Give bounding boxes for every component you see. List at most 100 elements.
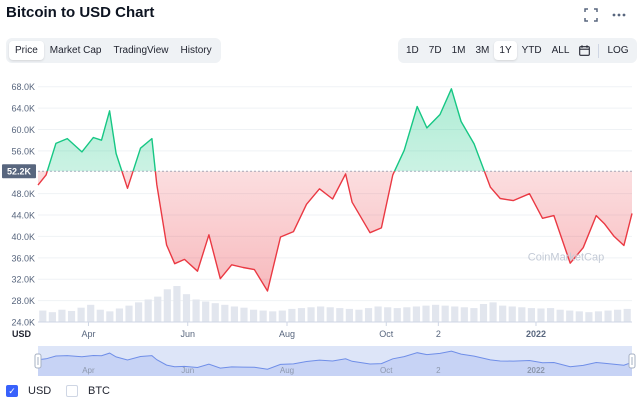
area-above-baseline — [38, 88, 632, 172]
tab-price[interactable]: Price — [9, 41, 44, 60]
volume-bar — [422, 305, 430, 322]
legend-btc-label: BTC — [88, 385, 110, 397]
volume-bar — [364, 308, 373, 322]
legend-usd-label: USD — [28, 385, 52, 397]
volume-bar — [556, 309, 564, 322]
volume-bar — [441, 305, 449, 322]
navigator-tick-label: Jun — [181, 366, 194, 375]
range-all[interactable]: ALL — [551, 45, 570, 56]
x-tick-label: 2022 — [526, 329, 546, 339]
x-tick-label: Oct — [379, 329, 394, 339]
volume-bar — [451, 306, 459, 322]
volume-bar — [115, 308, 124, 322]
price-line-below — [37, 171, 633, 292]
price-chart[interactable]: 68.0K 64.0K 60.0K 56.0K 48.0K 44.0K 40.0K 36.0K… — [0, 66, 640, 384]
volume-bar — [623, 308, 631, 322]
volume-bar — [336, 308, 344, 322]
volume-bar — [527, 308, 535, 322]
range-ytd[interactable]: YTD — [521, 45, 542, 56]
volume-bar — [202, 301, 210, 322]
y-tick-label: 32.0K — [11, 275, 35, 285]
volume-bar — [489, 302, 497, 322]
navigator-tick-label: 2 — [436, 366, 441, 375]
volume-bar — [173, 286, 181, 322]
range-divider — [598, 43, 600, 58]
navigator-tick-label: Aug — [280, 366, 294, 375]
volume-bar — [546, 308, 555, 322]
y-tick-label: 24.0K — [11, 318, 35, 328]
y-tick-label: 44.0K — [11, 211, 35, 221]
navigator-handle-left[interactable] — [34, 353, 42, 369]
volume-bar — [221, 304, 229, 322]
fullscreen-icon[interactable] — [584, 8, 598, 22]
chart-title: Bitcoin to USD Chart — [6, 4, 155, 21]
y-tick-label: 64.0K — [11, 104, 35, 114]
navigator-handle-right[interactable] — [628, 353, 636, 369]
navigator-tick-label: Apr — [82, 366, 95, 375]
volume-bar — [163, 289, 171, 322]
volume-bar — [278, 310, 286, 322]
range-1d[interactable]: 1D — [406, 45, 419, 56]
volume-bar — [48, 312, 56, 322]
chart-view-tabs: Price Market Cap TradingView History — [6, 38, 221, 63]
volume-bar — [307, 307, 315, 322]
current-price-box — [2, 164, 36, 179]
tab-history[interactable]: History — [180, 45, 212, 56]
volume-bar — [412, 306, 421, 322]
usd-checkbox[interactable]: ✓ — [6, 385, 18, 397]
volume-bar — [125, 305, 133, 322]
volume-bar — [317, 306, 325, 322]
volume-bar — [211, 303, 219, 322]
volume-bar — [345, 308, 353, 322]
volume-bar — [230, 306, 238, 322]
navigator-line — [37, 350, 633, 370]
more-icon[interactable] — [612, 8, 626, 22]
volume-bar — [384, 307, 392, 322]
volume-bar — [106, 311, 114, 322]
volume-bar — [518, 307, 526, 322]
volume-bar — [537, 308, 545, 322]
tab-market-cap[interactable]: Market Cap — [49, 45, 102, 56]
volume-bar — [297, 308, 306, 322]
time-range-tabs: 1D 7D 1M 3M 1Y YTD ALL LOG — [398, 38, 637, 63]
volume-bar — [585, 312, 593, 322]
navigator-tick-label: Oct — [380, 366, 393, 375]
watermark-text: CoinMarketCap — [528, 252, 604, 264]
range-1m[interactable]: 1M — [451, 45, 466, 56]
calendar-icon[interactable] — [574, 41, 595, 60]
volume-bar — [77, 307, 85, 322]
legend-btc[interactable]: BTC — [66, 385, 110, 397]
y-tick-label: 60.0K — [11, 125, 35, 135]
volume-bar — [460, 307, 468, 322]
volume-bar — [135, 302, 143, 322]
volume-bar — [355, 309, 363, 322]
volume-bar — [594, 311, 603, 322]
tab-tradingview[interactable]: TradingView — [113, 45, 169, 56]
volume-bar — [403, 307, 411, 322]
x-tick-label: 2 — [436, 329, 441, 339]
x-tick-label: Aug — [279, 329, 295, 339]
range-3m[interactable]: 3M — [475, 45, 490, 56]
log-toggle[interactable]: LOG — [607, 45, 629, 56]
volume-bar — [288, 308, 296, 322]
btc-checkbox[interactable] — [66, 385, 78, 397]
legend-usd[interactable]: ✓ USD — [6, 385, 51, 397]
volume-bar — [479, 304, 488, 322]
volume-bar — [259, 310, 267, 322]
volume-bar — [240, 307, 248, 322]
y-tick-label: 36.0K — [11, 253, 35, 263]
range-7d[interactable]: 7D — [428, 45, 442, 56]
y-tick-label: 68.0K — [11, 82, 35, 92]
volume-bar — [326, 307, 334, 322]
volume-bar — [470, 308, 478, 322]
volume-bar — [154, 296, 162, 322]
y-tick-label: 56.0K — [11, 146, 35, 156]
volume-bar — [249, 309, 258, 322]
range-1y[interactable]: 1Y — [494, 41, 517, 60]
y-tick-label: 48.0K — [11, 189, 35, 199]
volume-bar — [269, 311, 277, 322]
y-tick-label: 28.0K — [11, 296, 35, 306]
volume-bar — [393, 308, 401, 322]
volume-bar — [87, 304, 95, 322]
volume-bar — [374, 306, 382, 322]
